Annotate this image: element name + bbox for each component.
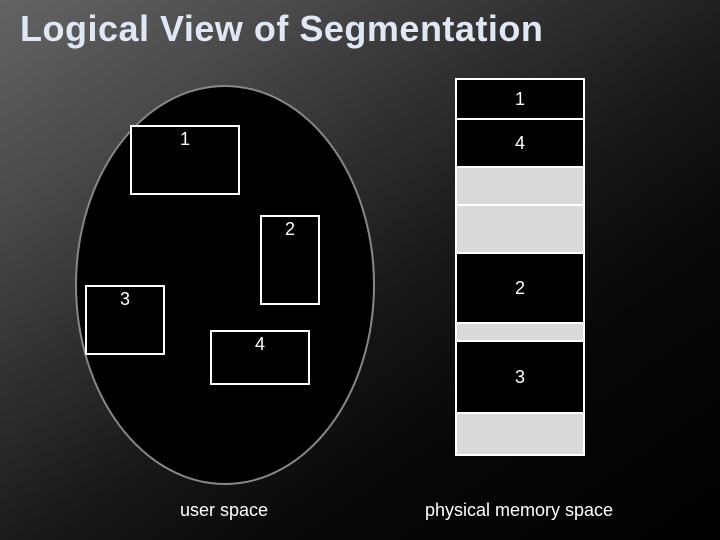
physical-memory-caption: physical memory space <box>425 500 613 521</box>
segment-2: 2 <box>260 215 320 305</box>
segment-2-label: 2 <box>285 219 295 240</box>
mem-block-4: 4 <box>455 120 585 168</box>
mem-block-4-label: 4 <box>515 133 525 154</box>
mem-block-3-label: 3 <box>515 367 525 388</box>
mem-block-gap4 <box>455 414 585 456</box>
segment-1: 1 <box>130 125 240 195</box>
segment-1-label: 1 <box>180 129 190 150</box>
segment-4: 4 <box>210 330 310 385</box>
user-space-caption: user space <box>180 500 268 521</box>
mem-block-gap3 <box>455 324 585 342</box>
segment-3: 3 <box>85 285 165 355</box>
mem-block-1-label: 1 <box>515 89 525 110</box>
mem-block-2: 2 <box>455 254 585 324</box>
mem-block-2-label: 2 <box>515 278 525 299</box>
page-title: Logical View of Segmentation <box>20 8 543 50</box>
memory-column: 1 4 2 3 <box>455 78 585 456</box>
segment-3-label: 3 <box>120 289 130 310</box>
segment-4-label: 4 <box>255 334 265 355</box>
mem-block-3: 3 <box>455 342 585 414</box>
mem-block-gap2 <box>455 206 585 254</box>
mem-block-1: 1 <box>455 78 585 120</box>
mem-block-gap1 <box>455 168 585 206</box>
